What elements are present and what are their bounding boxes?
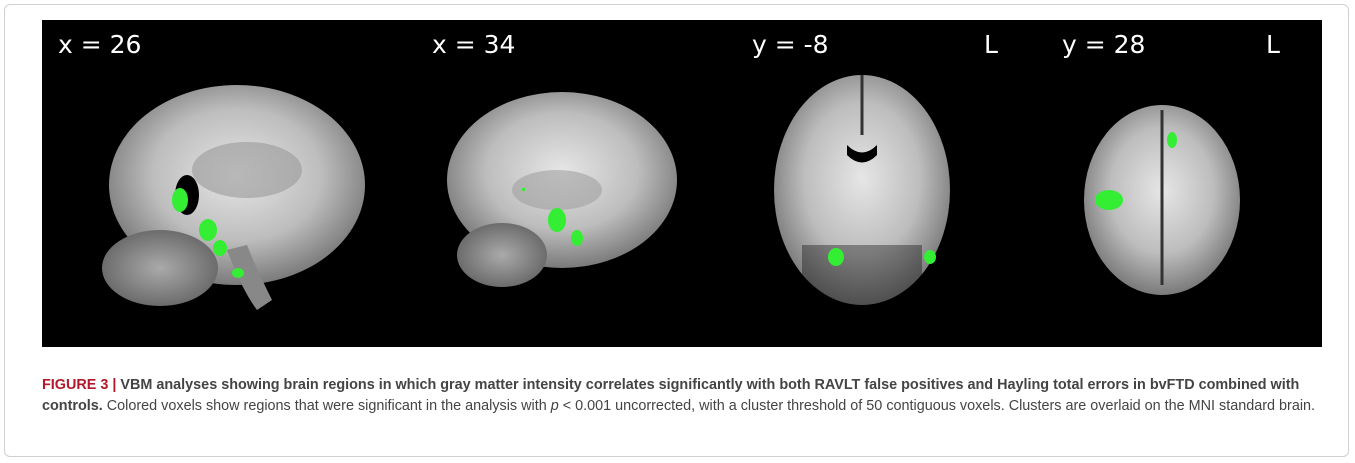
caption-text: Colored voxels show regions that were si… — [107, 398, 547, 414]
caption: FIGURE 3 | VBM analyses showing brain re… — [42, 375, 1332, 416]
caption-text: < 0.001 uncorrected, with a cluster thre… — [563, 398, 1315, 414]
orientation-marker: L — [1266, 30, 1280, 59]
brain-slice — [1084, 105, 1240, 295]
panel-label: x = 34 — [432, 30, 515, 59]
panel-label: y = -8 — [752, 30, 829, 59]
caption-label: FIGURE 3 | — [42, 377, 116, 393]
panel-label: y = 28 — [1062, 30, 1145, 59]
caption-italic: p — [551, 398, 559, 414]
figure-image: x = 26 x = 34 y = -8 L y = 28 L — [42, 20, 1322, 347]
panel-label: x = 26 — [58, 30, 141, 59]
orientation-marker: L — [984, 30, 998, 59]
